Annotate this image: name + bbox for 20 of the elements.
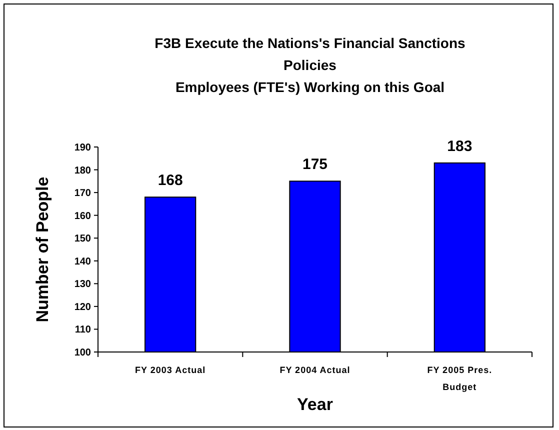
data-label: 183 — [447, 138, 472, 155]
x-axis-title: Year — [297, 395, 334, 414]
y-tick-label: 120 — [74, 302, 92, 313]
chart-title: F3B Execute the Nations's Financial Sanctions Policies — [154, 35, 466, 73]
y-tick-label: 110 — [74, 324, 92, 336]
y-tick-label: 170 — [74, 188, 92, 200]
y-tick-label: 100 — [74, 348, 92, 358]
data-label: 168 — [158, 172, 183, 190]
x-tick-label: FY 2005 Pres. Budget — [427, 365, 492, 392]
data-label: 175 — [302, 156, 328, 174]
y-tick-label: 130 — [74, 279, 92, 290]
x-tick-label: FY 2003 Actual — [135, 365, 206, 375]
y-tick-label: 160 — [74, 210, 92, 222]
y-tick-label: 150 — [74, 234, 92, 245]
y-tick-label: 140 — [74, 256, 92, 268]
y-tick-label: 180 — [74, 165, 92, 176]
y-axis-title: Number of People — [33, 176, 52, 322]
chart-subtitle: Employees (FTE's) Working on this Goal — [175, 79, 445, 95]
y-tick-label: 190 — [74, 142, 92, 154]
x-tick-label: FY 2004 Actual — [280, 365, 350, 375]
